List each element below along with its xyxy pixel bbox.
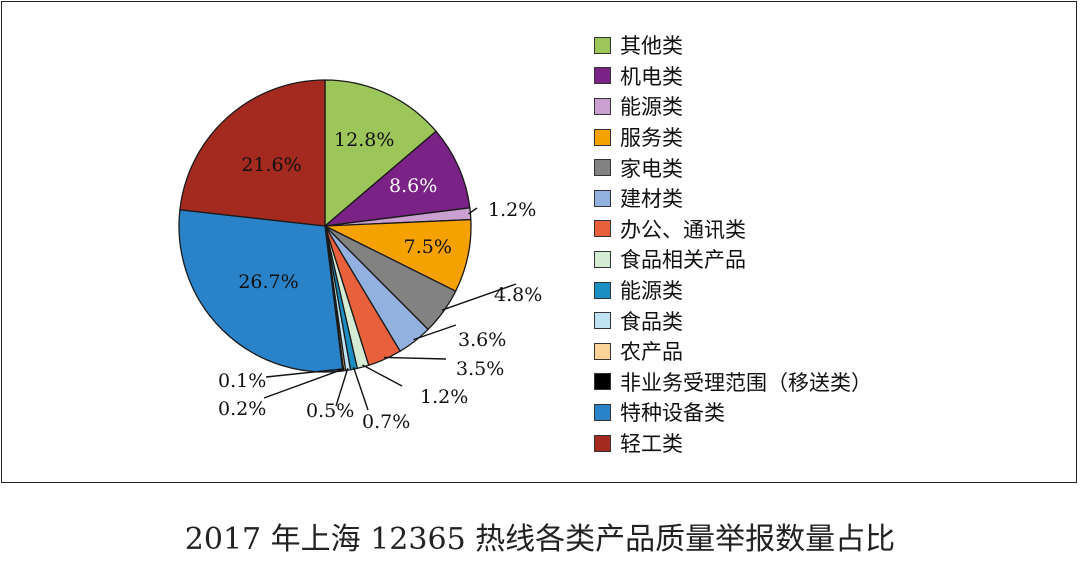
legend-swatch: [594, 128, 611, 146]
legend-swatch: [594, 67, 611, 85]
legend-item: 农产品: [594, 336, 872, 367]
slice-label-4: 7.5%: [404, 236, 452, 258]
slice-label-13: 26.7%: [238, 271, 298, 293]
legend-item: 轻工类: [594, 428, 872, 459]
legend-item: 建材类: [594, 183, 872, 214]
figure-caption: 2017 年上海 12365 热线各类产品质量举报数量占比: [184, 522, 896, 557]
legend-item: 特种设备类: [594, 397, 872, 428]
legend-item: 家电类: [594, 152, 872, 183]
pie-slice-13: [178, 209, 344, 373]
legend-swatch: [594, 97, 611, 115]
legend-label: 服务类: [620, 126, 683, 151]
slice-label-11: 0.2%: [218, 398, 266, 420]
leader-line-8: [362, 364, 403, 387]
pie-chart: 12.8% 8.6% 1.2% 7.5% 4.8% 3.6% 3.5% 1.2% 0.7% 0.5…: [178, 79, 542, 433]
legend-swatch: [594, 434, 611, 452]
legend-label: 非业务受理范围（移送类）: [620, 370, 872, 395]
legend-label: 轻工类: [620, 432, 683, 457]
leader-line-9: [352, 366, 369, 411]
legend-label: 其他类: [620, 34, 683, 59]
legend-label: 农产品: [620, 340, 683, 365]
legend-label: 食品类: [620, 309, 683, 334]
leader-line-6: [413, 324, 457, 341]
legend-item: 非业务受理范围（移送类）: [594, 367, 872, 398]
legend-item: 能源类: [594, 91, 872, 122]
slice-label-2: 8.6%: [389, 175, 437, 197]
leader-line-11: [263, 368, 345, 399]
chart-legend: 其他类 机电类 能源类 服务类 家电类 建材类 办公、通讯类 食品相关产品 能源类 食品类 农产品非…: [594, 30, 872, 458]
legend-swatch: [594, 342, 611, 360]
legend-item: 食品类: [594, 305, 872, 336]
legend-item: 其他类: [594, 30, 872, 61]
slice-label-10: 0.5%: [306, 400, 354, 422]
legend-swatch: [594, 373, 611, 391]
slice-label-14: 21.6%: [241, 154, 301, 176]
legend-swatch: [594, 159, 611, 177]
slice-label-3: 1.2%: [488, 199, 536, 221]
slice-label-8: 1.2%: [420, 386, 468, 408]
leader-line-3: [468, 207, 478, 215]
slice-label-6: 3.6%: [458, 329, 506, 351]
leader-line-7: [383, 356, 447, 360]
legend-label: 家电类: [620, 156, 683, 181]
legend-label: 能源类: [620, 279, 683, 304]
legend-swatch: [594, 281, 611, 299]
legend-swatch: [594, 312, 611, 330]
legend-item: 办公、通讯类: [594, 214, 872, 245]
legend-label: 能源类: [620, 95, 683, 120]
slice-label-7: 3.5%: [456, 358, 504, 380]
pie-slice-2: [322, 130, 471, 227]
legend-item: 机电类: [594, 61, 872, 92]
legend-label: 特种设备类: [620, 401, 725, 426]
leader-line-12: [265, 368, 344, 378]
pie-slice-1: [324, 79, 438, 228]
legend-item: 能源类: [594, 275, 872, 306]
legend-label: 食品相关产品: [620, 248, 746, 273]
legend-item: 食品相关产品: [594, 244, 872, 275]
chart-frame: 12.8% 8.6% 1.2% 7.5% 4.8% 3.6% 3.5% 1.2% 0.7% 0.5…: [1, 1, 1077, 483]
legend-swatch: [594, 189, 611, 207]
legend-label: 建材类: [620, 187, 683, 212]
slice-label-9: 0.7%: [362, 411, 410, 433]
slice-label-5: 4.8%: [494, 284, 542, 306]
legend-swatch: [594, 250, 611, 268]
leader-line-5: [441, 283, 517, 311]
legend-item: 服务类: [594, 122, 872, 153]
legend-swatch: [594, 220, 611, 238]
pie-slice-14: [179, 79, 326, 227]
legend-label: 办公、通讯类: [620, 217, 746, 242]
leader-line-10: [335, 367, 349, 407]
legend-label: 机电类: [620, 64, 683, 89]
legend-swatch: [594, 403, 611, 421]
slice-label-1: 12.8%: [334, 129, 394, 151]
legend-swatch: [594, 36, 611, 54]
slice-label-12: 0.1%: [218, 370, 266, 392]
